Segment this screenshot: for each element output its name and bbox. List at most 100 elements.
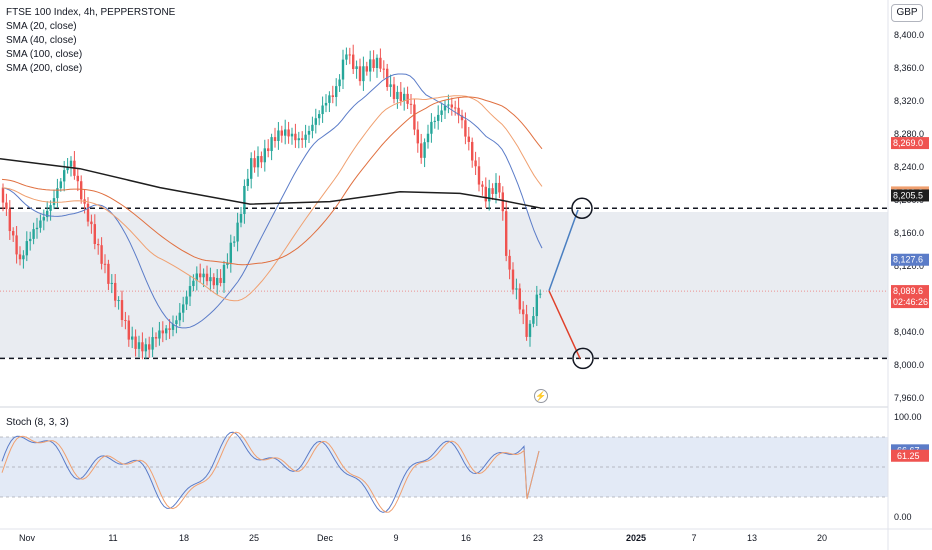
candle-body [396,91,399,100]
candle-body [481,184,484,187]
candle-body [97,243,100,246]
candle-body [161,330,164,334]
candle-body [287,129,290,137]
candle-body [341,59,345,80]
candle-body [413,104,416,130]
candle-body [474,160,477,167]
candle-body [188,286,192,297]
candle-body [158,330,161,339]
candle-body [42,217,45,221]
candle-body [182,304,185,313]
candle-body [127,320,130,340]
candle-body [369,59,372,72]
price-label-text: 8,089.6 [893,286,923,296]
candle-body [335,86,338,97]
candle-body [175,320,178,325]
candle-body [151,337,154,350]
candle-body [243,185,246,215]
candle-body [12,231,15,236]
candle-body [15,235,18,255]
candle-body [236,222,239,242]
candle-body [290,133,294,137]
x-tick-label: 23 [533,533,543,543]
candle-body [114,282,117,301]
lightning-icon[interactable]: ⚡ [534,389,548,403]
candle-body [154,337,158,339]
candle-body [93,224,96,244]
candle-body [535,294,538,317]
target-circle-down [572,347,594,370]
price-label: 8,205.5 [891,189,929,202]
candle-body [471,141,474,161]
sma20-legend[interactable]: SMA (20, close) [6,21,77,32]
candle-body [273,137,277,141]
candle-body [491,188,494,194]
candle-body [454,107,457,109]
x-tick-label: 25 [249,533,259,543]
candle-body [511,269,515,290]
stoch-legend[interactable]: Stoch (8, 3, 3) [6,417,69,428]
candle-body [426,133,430,143]
candle-body [216,277,219,286]
y-tick-label: 8,360.0 [894,63,924,73]
candle-body [22,255,25,260]
candle-body [56,188,59,199]
candle-body [280,130,283,136]
x-tick-label: 7 [691,533,696,543]
candle-body [372,59,375,69]
sma200-line [0,158,543,210]
candle-body [304,134,307,140]
candle-body [409,103,413,105]
sma200-legend[interactable]: SMA (200, close) [6,63,83,74]
sma40-legend[interactable]: SMA (40, close) [6,35,77,46]
candle-body [423,142,426,158]
candle-body [324,102,328,106]
candle-body [443,105,447,111]
stoch-tick-label: 0.00 [894,512,912,522]
candle-body [80,181,83,200]
candle-body [307,130,311,135]
symbol-title[interactable]: FTSE 100 Index, 4h, PEPPERSTONE [6,7,176,18]
candle-body [141,342,144,352]
candle-body [501,192,504,212]
candle-body [437,114,440,121]
candle-body [294,133,297,141]
candle-body [260,156,263,163]
candle-body [107,263,110,284]
candle-body [63,170,66,182]
price-label: 8,089.6 [891,285,929,298]
candle-body [202,273,205,278]
candle-body [518,288,521,310]
stoch-d-line [1,431,540,513]
projection-down-line [548,290,581,359]
candle-body [532,316,535,324]
candle-body [270,137,273,152]
candle-body [348,54,351,56]
candle-body [328,95,331,103]
candle-body [321,105,324,115]
candle-body [239,214,243,223]
candle-body [134,336,137,349]
sma20-line [1,73,543,329]
sma40-line [1,95,543,302]
candle-body [8,209,11,232]
sma100-legend[interactable]: SMA (100, close) [6,49,83,60]
y-tick-label: 8,120.0 [894,261,924,271]
currency-button[interactable]: GBP [891,4,923,22]
candle-body [5,202,8,210]
candle-body [100,245,103,264]
candle-body [488,188,491,202]
price-label-text: 8,269.0 [893,138,923,148]
candle-body [358,66,362,82]
candle-body [382,68,385,70]
x-tick-label: Nov [19,533,36,543]
candle-body [539,293,542,295]
candle-body [148,344,151,350]
sma100-line [1,96,543,266]
candle-body [525,314,528,337]
candle-body [39,220,42,228]
stoch-value-text: 61.25 [897,451,920,461]
candle-body [229,242,232,263]
